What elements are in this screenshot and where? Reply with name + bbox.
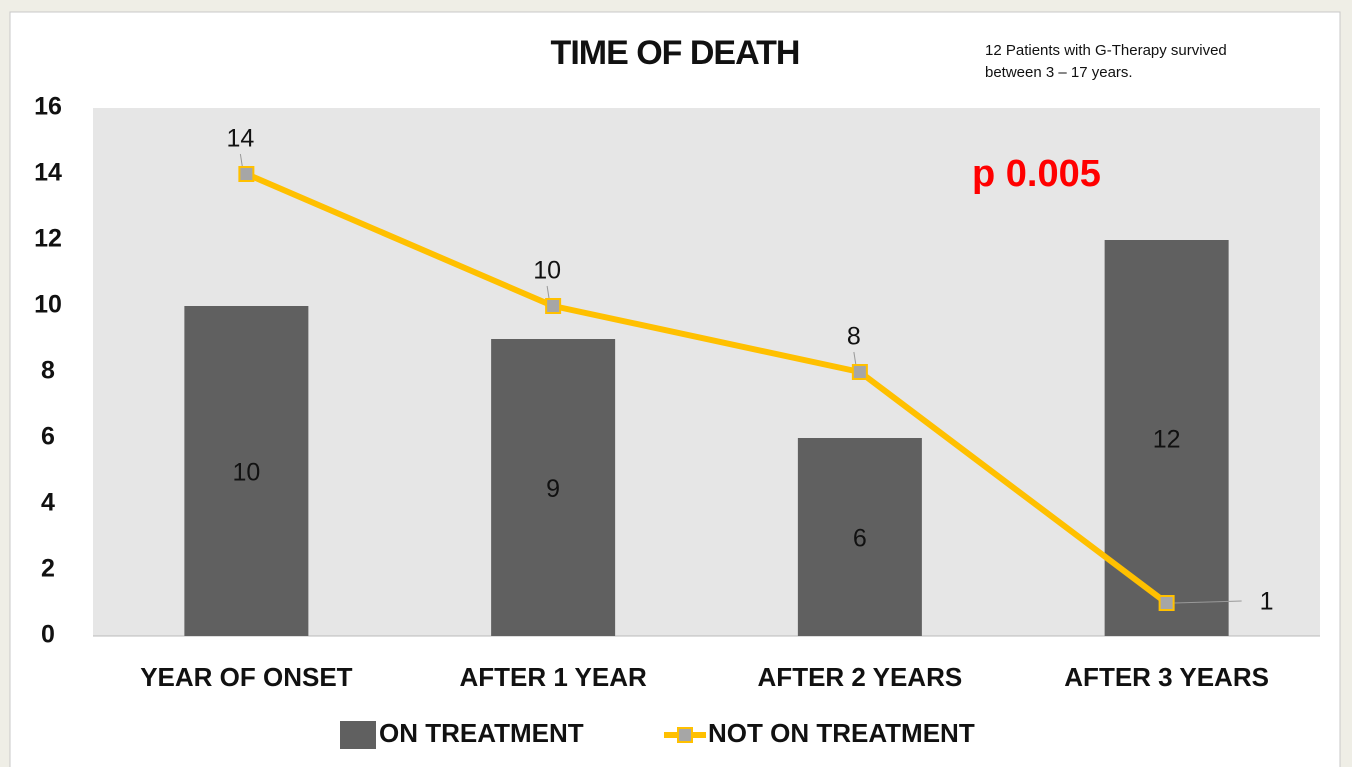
y-tick-label: 2 bbox=[41, 555, 55, 583]
annotation: between 3 – 17 years. bbox=[985, 64, 1133, 81]
line-marker bbox=[851, 364, 868, 380]
bar bbox=[797, 438, 922, 636]
line-value-label: 8 bbox=[847, 323, 861, 351]
y-tick-label: 0 bbox=[41, 621, 55, 649]
bar-value-label: 10 bbox=[232, 459, 260, 487]
line-value-label: 10 bbox=[533, 257, 561, 285]
line-marker bbox=[1158, 595, 1175, 611]
line-value-label: 1 bbox=[1260, 588, 1274, 616]
bar bbox=[491, 339, 616, 636]
x-tick-label: AFTER 3 YEARS bbox=[1064, 662, 1269, 692]
x-tick-label: YEAR OF ONSET bbox=[140, 662, 352, 692]
legend-label: NOT ON TREATMENT bbox=[708, 718, 975, 748]
y-tick-label: 6 bbox=[41, 423, 55, 451]
leader-line bbox=[239, 153, 243, 168]
line-value-label: 14 bbox=[226, 125, 254, 153]
leader-line bbox=[1174, 600, 1242, 604]
y-tick-label: 14 bbox=[34, 159, 62, 187]
y-tick-label: 10 bbox=[34, 291, 62, 319]
p-value: p 0.005 bbox=[972, 153, 1101, 195]
x-tick-label: AFTER 1 YEAR bbox=[459, 662, 647, 692]
legend-label: ON TREATMENT bbox=[379, 718, 584, 748]
bar-value-label: 12 bbox=[1153, 426, 1181, 454]
line-marker bbox=[545, 298, 562, 314]
annotation: 12 Patients with G-Therapy survived bbox=[985, 42, 1227, 59]
bar bbox=[184, 306, 309, 636]
line bbox=[245, 171, 1169, 606]
bar-value-label: 9 bbox=[546, 475, 560, 503]
leader-line bbox=[853, 351, 857, 366]
bar-value-label: 6 bbox=[853, 525, 867, 553]
legend-swatch bbox=[677, 727, 693, 743]
y-tick-label: 4 bbox=[41, 489, 55, 517]
leader-line bbox=[546, 285, 550, 300]
line-marker bbox=[238, 166, 255, 182]
y-tick-label: 12 bbox=[34, 225, 62, 253]
x-tick-label: AFTER 2 YEARS bbox=[758, 662, 963, 692]
chart-title: TIME OF DEATH bbox=[551, 34, 800, 72]
legend-swatch bbox=[340, 721, 376, 749]
y-tick-label: 16 bbox=[34, 93, 62, 121]
y-tick-label: 8 bbox=[41, 357, 55, 385]
